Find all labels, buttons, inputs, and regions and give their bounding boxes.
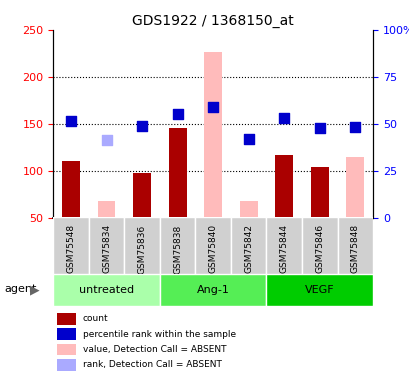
Bar — [230, 217, 266, 274]
Bar — [204, 52, 222, 217]
Text: untreated: untreated — [79, 285, 134, 295]
Bar — [62, 161, 80, 218]
Text: GSM75548: GSM75548 — [66, 224, 75, 273]
Text: percentile rank within the sample: percentile rank within the sample — [83, 330, 236, 339]
Bar — [56, 359, 76, 370]
Text: GSM75846: GSM75846 — [315, 224, 324, 273]
Text: GSM75836: GSM75836 — [137, 224, 146, 273]
Text: GSM75848: GSM75848 — [350, 224, 359, 273]
Title: GDS1922 / 1368150_at: GDS1922 / 1368150_at — [132, 13, 293, 28]
Text: GSM75834: GSM75834 — [102, 224, 111, 273]
Bar — [133, 172, 151, 217]
Point — [351, 124, 358, 130]
Text: GSM75844: GSM75844 — [279, 224, 288, 273]
Bar — [89, 217, 124, 274]
Text: GSM75840: GSM75840 — [208, 224, 217, 273]
Bar — [346, 157, 363, 218]
Bar — [160, 217, 195, 274]
Point — [316, 125, 322, 132]
Text: GSM75838: GSM75838 — [173, 224, 182, 273]
Bar — [266, 274, 372, 306]
Bar — [337, 217, 372, 274]
Bar — [53, 274, 160, 306]
Text: VEGF: VEGF — [304, 285, 334, 295]
Bar — [160, 274, 266, 306]
Bar — [56, 344, 76, 355]
Point — [245, 136, 252, 142]
Bar — [275, 154, 292, 218]
Text: ▶: ▶ — [29, 283, 39, 296]
Point — [209, 104, 216, 110]
Text: GSM75842: GSM75842 — [244, 224, 253, 273]
Bar — [53, 217, 89, 274]
Bar — [310, 167, 328, 218]
Point — [67, 118, 74, 124]
Bar — [56, 328, 76, 340]
Text: Ang-1: Ang-1 — [196, 285, 229, 295]
Bar — [195, 217, 230, 274]
Point — [139, 123, 145, 129]
Bar — [169, 128, 186, 217]
Point — [103, 137, 110, 143]
Text: rank, Detection Call = ABSENT: rank, Detection Call = ABSENT — [83, 360, 221, 369]
Bar — [56, 313, 76, 325]
Bar — [97, 201, 115, 217]
Text: count: count — [83, 314, 108, 323]
Point — [280, 115, 287, 121]
Bar — [124, 217, 160, 274]
Bar — [239, 201, 257, 217]
Bar — [266, 217, 301, 274]
Bar — [301, 217, 337, 274]
Text: agent: agent — [4, 285, 36, 294]
Text: value, Detection Call = ABSENT: value, Detection Call = ABSENT — [83, 345, 226, 354]
Point — [174, 111, 180, 117]
